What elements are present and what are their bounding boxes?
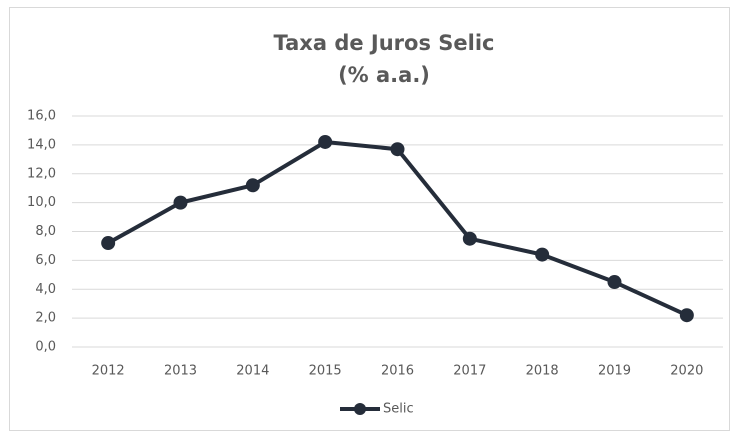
chart-title: Taxa de Juros Selic (274, 31, 495, 55)
marker (390, 142, 405, 157)
marker (462, 231, 477, 246)
x-tick-label: 2018 (526, 364, 559, 379)
chart-border (9, 7, 730, 431)
x-tick-label: 2013 (164, 364, 197, 379)
marker (318, 134, 333, 149)
y-tick-label: 14,0 (27, 137, 56, 152)
marker (173, 195, 188, 210)
y-tick-label: 2,0 (35, 311, 56, 326)
y-tick-label: 6,0 (35, 253, 56, 268)
x-tick-label: 2014 (236, 364, 269, 379)
x-tick-label: 2019 (598, 364, 631, 379)
y-tick-label: 10,0 (27, 195, 56, 210)
y-tick-label: 12,0 (27, 166, 56, 181)
marker (679, 308, 694, 323)
marker (101, 236, 116, 251)
marker (607, 275, 622, 290)
legend-label: Selic (383, 402, 414, 417)
x-tick-label: 2016 (381, 364, 414, 379)
x-tick-label: 2017 (453, 364, 486, 379)
marker (245, 178, 260, 193)
legend-marker (354, 403, 366, 415)
marker (535, 247, 550, 262)
y-tick-label: 8,0 (35, 224, 56, 239)
y-tick-label: 0,0 (35, 340, 56, 355)
x-tick-label: 2015 (309, 364, 342, 379)
x-tick-label: 2012 (92, 364, 125, 379)
x-tick-label: 2020 (670, 364, 703, 379)
chart-subtitle: (% a.a.) (338, 63, 430, 87)
y-tick-label: 16,0 (27, 109, 56, 124)
y-tick-label: 4,0 (35, 282, 56, 297)
